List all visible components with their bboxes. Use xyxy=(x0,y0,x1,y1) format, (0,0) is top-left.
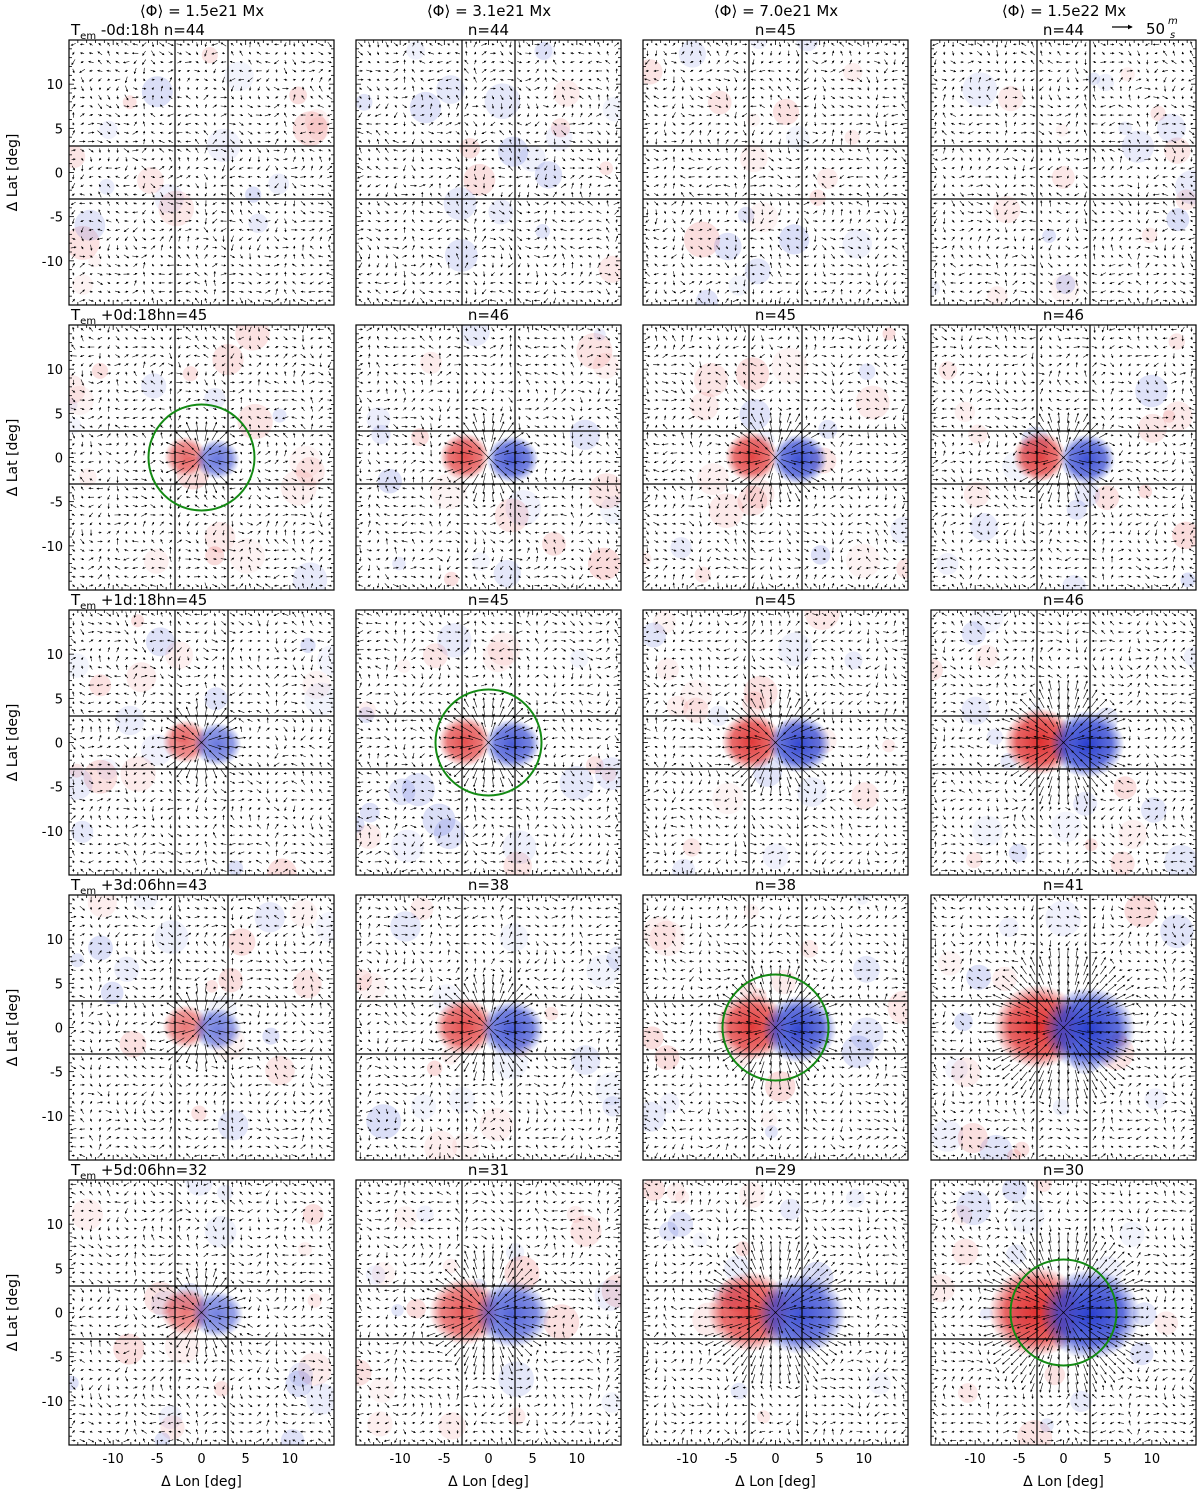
noise-patch xyxy=(553,80,580,107)
noise-patch xyxy=(1120,67,1135,82)
noise-patch xyxy=(1051,165,1075,189)
noise-patch xyxy=(98,179,115,195)
noise-patch xyxy=(463,163,496,196)
noise-patch xyxy=(204,521,236,553)
noise-patch xyxy=(289,86,307,105)
noise-patch xyxy=(1142,227,1158,243)
noise-patch xyxy=(141,373,167,399)
legend-unit-numerator: m xyxy=(1168,16,1178,27)
noise-patch xyxy=(931,280,940,296)
noise-patch xyxy=(1042,229,1056,244)
y-tick-label: -10 xyxy=(42,255,63,270)
noise-patch xyxy=(728,275,749,296)
noise-patch xyxy=(224,61,254,91)
column-title: ⟨Φ⟩ = 1.5e22 Mx xyxy=(1002,2,1126,20)
noise-patch xyxy=(235,325,270,351)
noise-patch xyxy=(409,91,442,124)
noise-patch xyxy=(779,224,810,255)
y-tick-label: 10 xyxy=(46,78,63,93)
noise-patch xyxy=(69,145,86,169)
noise-patch xyxy=(816,168,838,190)
noise-patch xyxy=(268,173,289,195)
panel: n=45 xyxy=(642,21,909,306)
panel: Tem -0d:18h n=44 -10 -5 0 5 10 Δ Lat [deg] xyxy=(5,21,335,306)
panel-grid: Tem -0d:18h n=44 -10 -5 0 5 10 Δ Lat [deg] n=44… xyxy=(5,21,1197,1490)
noise-patch xyxy=(550,118,571,138)
legend-arrow-value: 50 xyxy=(1146,20,1165,38)
noise-patch xyxy=(207,128,241,162)
noise-patch xyxy=(307,117,331,141)
panel: n=44 xyxy=(930,21,1197,306)
legend-unit-denominator: s xyxy=(1170,30,1175,41)
noise-patch xyxy=(843,62,863,82)
y-tick-label: 5 xyxy=(55,122,63,137)
panel-title: n=44 xyxy=(1043,21,1084,39)
y-tick-label: 0 xyxy=(55,167,63,182)
noise-patch xyxy=(772,98,800,126)
noise-patch xyxy=(1121,130,1154,163)
panel: n=44 xyxy=(355,21,622,306)
noise-patch xyxy=(459,138,480,159)
noise-patch xyxy=(844,129,860,145)
noise-patch xyxy=(295,457,325,486)
noise-patch xyxy=(444,239,478,272)
noise-patch xyxy=(1166,208,1190,232)
noise-patch xyxy=(535,41,556,61)
column-title: ⟨Φ⟩ = 3.1e21 Mx xyxy=(427,2,551,20)
column-titles: ⟨Φ⟩ = 1.5e21 Mx ⟨Φ⟩ = 3.1e21 Mx ⟨Φ⟩ = 7.… xyxy=(140,2,1126,20)
column-title: ⟨Φ⟩ = 1.5e21 Mx xyxy=(140,2,264,20)
noise-patch xyxy=(272,408,287,423)
noise-patch xyxy=(143,549,169,574)
noise-patch xyxy=(997,85,1024,112)
column-title: ⟨Φ⟩ = 7.0e21 Mx xyxy=(714,2,838,20)
y-tick-label: -5 xyxy=(50,211,63,226)
noise-patch xyxy=(696,289,719,305)
noise-patch xyxy=(141,76,173,108)
noise-patch xyxy=(519,145,546,172)
noise-patch xyxy=(987,286,1008,305)
noise-patch xyxy=(842,229,872,259)
panel-title: n=44 xyxy=(468,21,509,39)
panel-title: n=45 xyxy=(755,21,796,39)
noise-patch xyxy=(1096,73,1115,92)
noise-patch xyxy=(707,90,732,115)
noise-patch xyxy=(201,47,218,64)
noise-patch xyxy=(292,562,328,590)
noise-patch xyxy=(809,189,826,206)
noise-patch xyxy=(356,93,373,111)
noise-patch xyxy=(738,206,755,223)
noise-patch xyxy=(599,161,613,176)
noise-patch xyxy=(535,224,550,239)
noise-patch xyxy=(602,96,621,122)
noise-patch xyxy=(182,366,198,382)
panel-title: Tem -0d:18h n=44 xyxy=(70,21,205,42)
noise-patch xyxy=(1055,274,1076,295)
noise-patch xyxy=(683,221,720,258)
noise-patch xyxy=(1157,113,1186,143)
noise-patch xyxy=(598,255,621,283)
y-axis-label: Δ Lat [deg] xyxy=(5,134,21,212)
